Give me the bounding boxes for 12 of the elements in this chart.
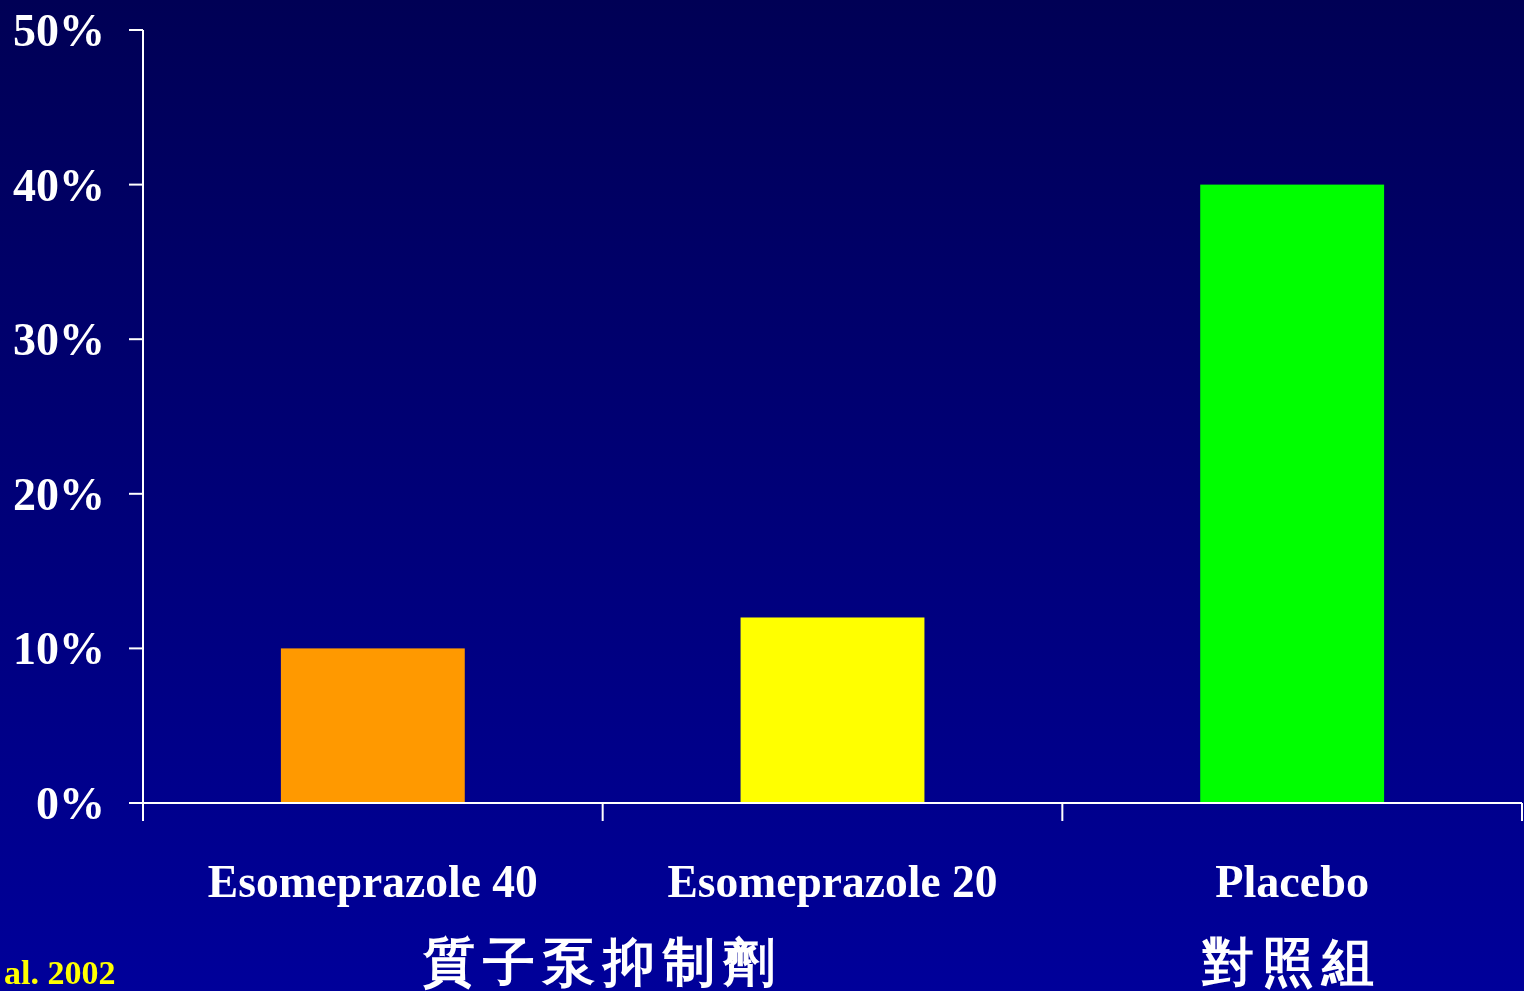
y-tick-label: 10% bbox=[13, 623, 105, 675]
y-tick-label: 50% bbox=[13, 5, 105, 56]
x-tick-label: Esomeprazole 20 bbox=[667, 856, 1001, 907]
x-tick-label: Esomeprazole 40 bbox=[207, 856, 542, 907]
y-tick-label: 0% bbox=[36, 778, 105, 829]
y-tick-label: 20% bbox=[13, 468, 105, 520]
y-tick-label: 40% bbox=[13, 159, 105, 211]
text: al. 2002 bbox=[4, 954, 116, 991]
x-tick-label: Placebo bbox=[1215, 856, 1370, 907]
text: 質子泵抑制劑 bbox=[421, 934, 783, 991]
y-tick-label: 30% bbox=[13, 314, 105, 366]
text: 對照組 bbox=[1201, 934, 1383, 991]
